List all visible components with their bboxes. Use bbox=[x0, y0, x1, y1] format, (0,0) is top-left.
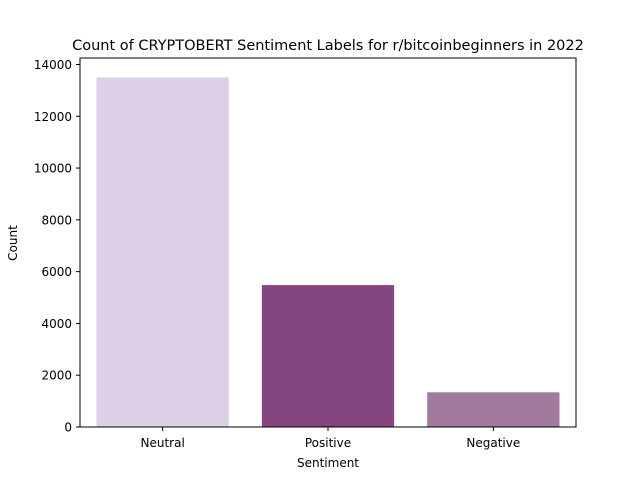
bar-neutral bbox=[96, 77, 229, 428]
y-axis: 0 2000 4000 6000 8000 10000 12000 14000 bbox=[34, 58, 80, 435]
y-tick-label: 4000 bbox=[41, 317, 72, 331]
plot-frame bbox=[79, 57, 577, 428]
x-tick-label: Negative bbox=[466, 436, 520, 450]
y-tick-label: 2000 bbox=[41, 369, 72, 383]
bar-positive bbox=[261, 285, 395, 427]
y-tick-label: 0 bbox=[64, 421, 72, 435]
y-tick-label: 8000 bbox=[41, 213, 72, 227]
x-axis-label: Sentiment bbox=[297, 456, 359, 470]
y-axis-label: Count bbox=[6, 225, 20, 261]
x-tick-label: Positive bbox=[305, 436, 351, 450]
bar-negative bbox=[427, 392, 560, 427]
y-tick-label: 14000 bbox=[34, 58, 72, 72]
y-tick-label: 6000 bbox=[41, 265, 72, 279]
chart-title: Count of CRYPTOBERT Sentiment Labels for… bbox=[72, 38, 584, 54]
bars-layer bbox=[96, 77, 560, 428]
x-axis: Neutral Positive Negative bbox=[141, 427, 520, 450]
y-tick-label: 12000 bbox=[34, 110, 72, 124]
y-tick-label: 10000 bbox=[34, 162, 72, 176]
x-tick-label: Neutral bbox=[141, 436, 185, 450]
